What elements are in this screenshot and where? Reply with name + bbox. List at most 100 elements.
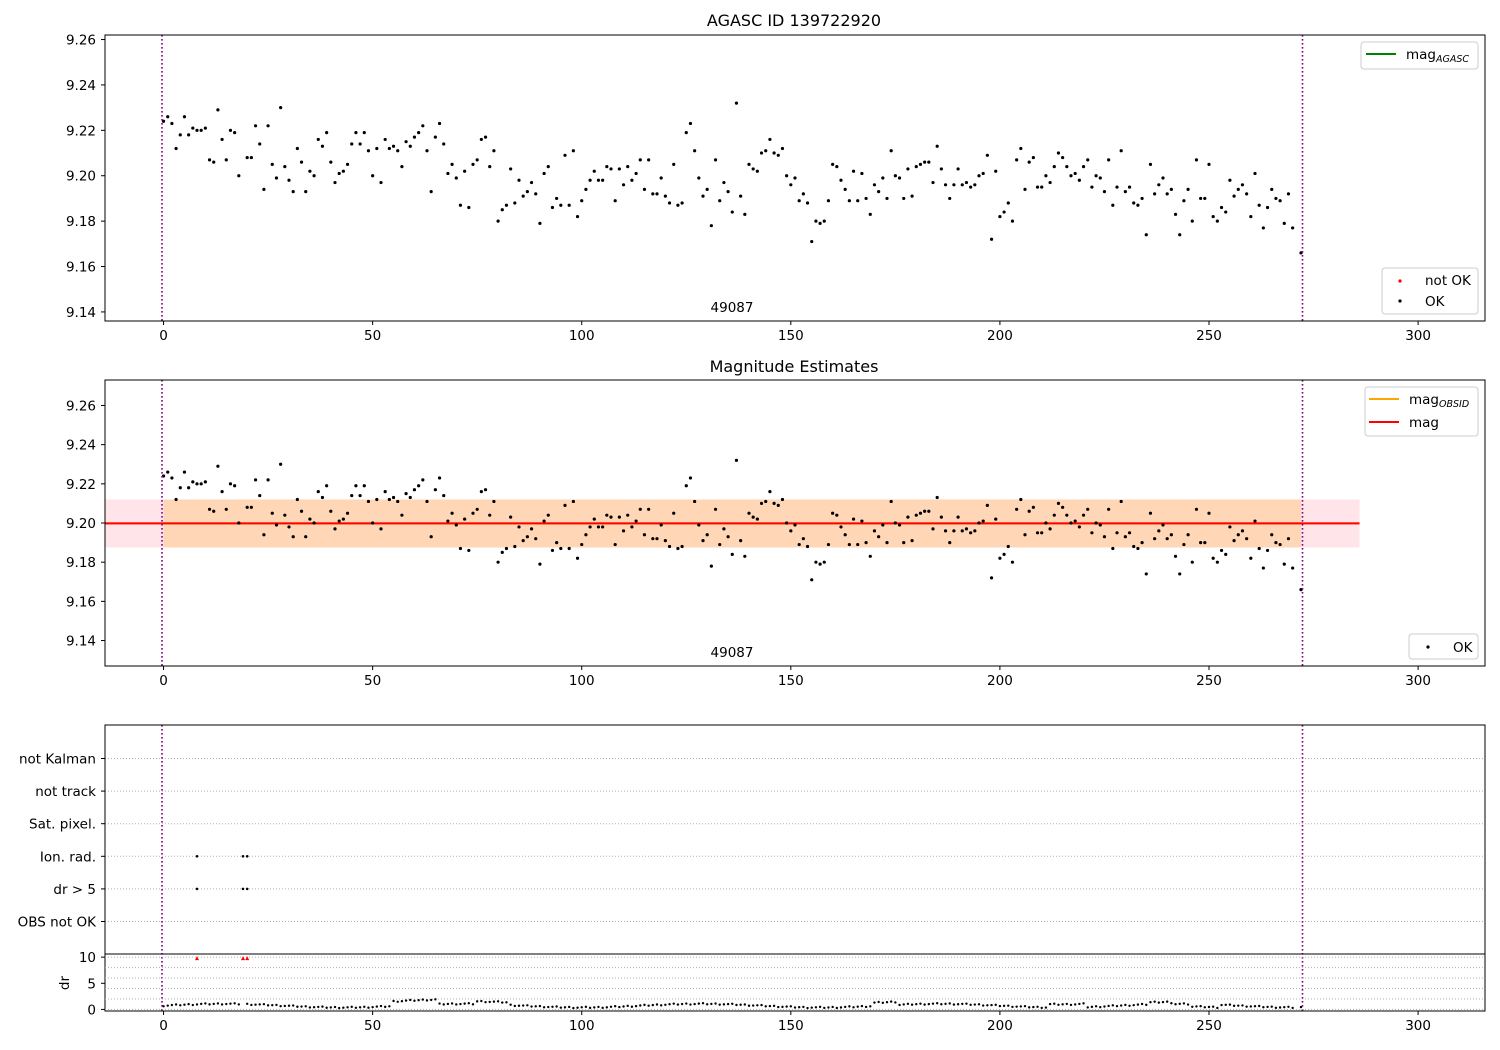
data-point	[504, 203, 509, 207]
dr-point	[843, 1005, 847, 1009]
dr-point	[1186, 1003, 1190, 1006]
dr-point	[363, 1005, 366, 1008]
dr-point	[199, 1002, 203, 1006]
dr-point	[1140, 1002, 1144, 1006]
data-point	[1035, 185, 1040, 189]
dr-point	[601, 1006, 604, 1010]
data-point	[312, 174, 316, 178]
data-point	[371, 174, 375, 178]
data-point	[475, 507, 479, 511]
data-point	[1173, 554, 1178, 558]
data-point	[814, 219, 818, 223]
panel3-flag-points	[195, 855, 249, 891]
data-point	[1015, 507, 1019, 511]
data-point	[1228, 525, 1232, 529]
data-point	[404, 140, 408, 144]
data-point	[287, 525, 291, 529]
data-point	[609, 515, 613, 519]
data-point	[375, 146, 379, 151]
dr-point	[877, 1000, 880, 1004]
data-point	[329, 509, 333, 513]
data-point	[1069, 521, 1073, 525]
dr-point	[1078, 1002, 1081, 1006]
data-point	[437, 121, 442, 126]
data-point	[1240, 183, 1245, 187]
data-point	[1027, 509, 1031, 513]
data-point	[789, 183, 793, 187]
flag-row-label: dr > 5	[53, 882, 96, 898]
dr-point	[530, 1005, 533, 1008]
data-point	[458, 203, 463, 207]
data-point	[1010, 219, 1015, 223]
dr-point	[417, 999, 420, 1002]
dr-point	[1274, 1006, 1278, 1010]
data-point	[630, 525, 634, 529]
data-point	[810, 578, 814, 582]
data-point	[191, 126, 195, 130]
data-point	[333, 180, 337, 185]
dr-point	[271, 1003, 274, 1007]
dr-point	[455, 1003, 458, 1006]
dr-point	[927, 1002, 931, 1006]
data-point	[927, 160, 931, 164]
data-point	[178, 133, 182, 137]
x-tick-label: 250	[1196, 673, 1222, 689]
dr-point	[442, 1003, 445, 1006]
dr-point	[434, 998, 437, 1001]
data-point	[688, 476, 693, 480]
dr-point	[492, 1000, 496, 1003]
data-point	[881, 176, 885, 180]
dr-point	[580, 1006, 583, 1009]
data-point	[425, 149, 429, 153]
data-point	[1107, 507, 1111, 511]
dr-point	[986, 1004, 989, 1007]
dr-point	[1023, 1004, 1027, 1008]
dr-point	[383, 1005, 387, 1009]
data-point	[676, 203, 680, 207]
data-point	[977, 521, 981, 525]
dr-point	[388, 1005, 391, 1008]
dr-point	[358, 1006, 362, 1009]
panel3-dr-axis: 0 5 10	[79, 950, 1485, 1018]
data-point	[387, 497, 391, 502]
dr-point	[1065, 1002, 1069, 1006]
y-tick-label: 9.18	[66, 214, 96, 230]
data-point	[496, 219, 500, 223]
dr-point	[304, 1005, 307, 1008]
data-point	[948, 196, 952, 201]
data-point	[1153, 537, 1157, 541]
dr-point	[764, 1005, 767, 1008]
dr-point	[1283, 1005, 1286, 1009]
dr-axis-label: dr	[57, 975, 73, 990]
data-point	[1148, 511, 1153, 515]
data-point	[1186, 187, 1190, 191]
data-point	[580, 199, 584, 203]
dr-point	[1036, 1005, 1039, 1008]
data-point	[839, 525, 843, 529]
dr-point	[551, 1005, 554, 1008]
dr-point	[789, 1005, 793, 1008]
data-point	[918, 511, 923, 515]
data-point	[417, 484, 421, 488]
dr-point	[743, 1003, 747, 1006]
data-point	[739, 194, 743, 198]
data-point	[517, 525, 521, 529]
data-point	[166, 470, 170, 474]
data-point	[747, 162, 751, 166]
data-point	[680, 544, 684, 549]
dr-point	[952, 1003, 956, 1006]
dr-point	[1061, 1003, 1064, 1006]
data-point	[981, 519, 985, 523]
data-point	[546, 165, 550, 169]
dr-point	[501, 1001, 504, 1004]
data-point	[1228, 178, 1232, 182]
data-point	[1111, 546, 1115, 551]
data-point	[1065, 165, 1069, 169]
flag-point	[195, 855, 199, 858]
dr-point	[1082, 1002, 1085, 1005]
data-point	[500, 208, 504, 212]
dr-point	[237, 1003, 241, 1006]
dr-point	[262, 1002, 266, 1006]
data-point	[960, 529, 964, 533]
data-point	[621, 183, 626, 187]
